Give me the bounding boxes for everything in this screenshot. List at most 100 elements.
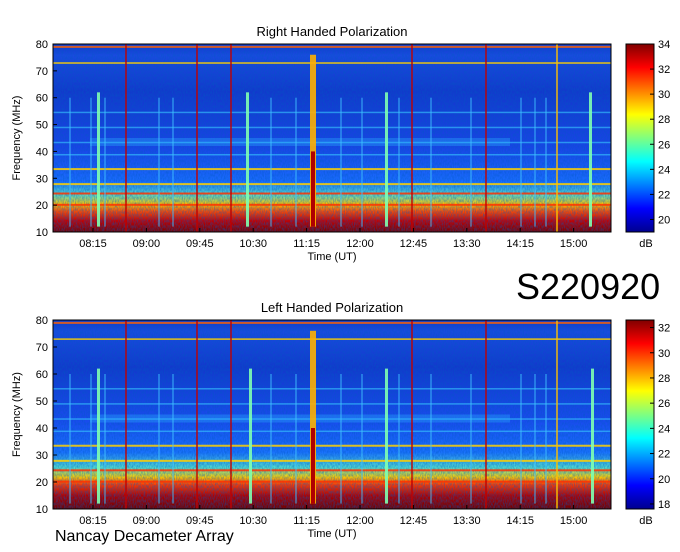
x-tick-label: 12:45 — [400, 515, 428, 527]
interference-band — [53, 183, 611, 186]
faint-burst — [69, 374, 71, 504]
event-code: S220920 — [516, 266, 661, 307]
y-tick-label: 20 — [36, 477, 48, 489]
x-tick-label: 13:30 — [453, 515, 481, 527]
colorbar-tick-label: 24 — [658, 423, 670, 435]
faint-burst — [340, 374, 342, 504]
diffuse-emission — [90, 138, 510, 146]
plot-frame — [52, 43, 612, 233]
colorbar-tick-label: 18 — [658, 499, 670, 511]
interference-band — [53, 459, 611, 462]
y-tick-label: 60 — [36, 369, 48, 381]
faint-burst — [534, 97, 536, 227]
colorbar-tick-label: 20 — [658, 474, 670, 486]
x-tick-label: 09:45 — [186, 515, 214, 527]
y-tick-label: 80 — [36, 39, 48, 51]
y-tick-label: 10 — [36, 504, 48, 516]
x-tick-label: 08:15 — [79, 515, 107, 527]
solar-burst — [385, 368, 388, 504]
interference-band — [53, 338, 611, 340]
faint-burst — [534, 374, 536, 504]
x-tick-label: 08:15 — [79, 238, 107, 250]
solar-burst — [246, 92, 249, 227]
y-axis-label: Frequency (MHz) — [11, 96, 23, 181]
colorbar-label: dB — [639, 238, 652, 250]
faint-burst — [295, 97, 297, 227]
interference-band — [53, 403, 611, 405]
observatory-credit: Nancay Decameter Array — [55, 528, 234, 545]
colorbar-tick-label: 28 — [658, 373, 670, 385]
y-tick-label: 30 — [36, 450, 48, 462]
solar-burst — [97, 92, 100, 227]
y-tick-label: 60 — [36, 93, 48, 105]
x-tick-label: 12:00 — [346, 238, 374, 250]
interference-band — [53, 469, 611, 472]
x-tick-label: 12:00 — [346, 515, 374, 527]
y-tick-label: 80 — [36, 315, 48, 327]
faint-burst — [470, 97, 472, 227]
interference-band — [53, 430, 611, 433]
faint-burst — [90, 374, 92, 504]
y-tick-label: 40 — [36, 423, 48, 435]
colorbar-tick-label: 32 — [658, 323, 670, 335]
faint-burst — [340, 97, 342, 227]
colorbar — [625, 43, 655, 233]
colorbar-tick-label: 22 — [658, 449, 670, 461]
interference-band — [53, 321, 611, 324]
solar-burst — [310, 54, 316, 227]
x-axis-label: Time (UT) — [307, 528, 356, 540]
interference-band — [53, 141, 611, 144]
x-tick-label: 10:30 — [239, 238, 267, 250]
interference-band — [53, 45, 611, 48]
faint-burst — [545, 374, 547, 504]
x-tick-label: 09:00 — [133, 515, 161, 527]
spectrogram-noise — [53, 44, 611, 232]
colorbar-tick-label: 26 — [658, 398, 670, 410]
y-axis-label: Frequency (MHz) — [11, 372, 23, 457]
faint-burst — [520, 374, 522, 504]
y-tick-label: 70 — [36, 342, 48, 354]
solar-burst — [385, 92, 388, 227]
colorbar-tick-label: 22 — [658, 189, 670, 201]
faint-burst — [104, 374, 106, 504]
y-tick-label: 20 — [36, 200, 48, 212]
y-tick-label: 50 — [36, 396, 48, 408]
interference-band — [53, 444, 611, 447]
interference-band — [53, 111, 611, 114]
interference-band — [53, 192, 611, 195]
y-tick-label: 40 — [36, 146, 48, 158]
x-tick-label: 09:45 — [186, 238, 214, 250]
colorbar-tick-label: 32 — [658, 64, 670, 76]
colorbar — [625, 319, 655, 510]
x-axis-label: Time (UT) — [307, 251, 356, 263]
interference-band — [53, 126, 611, 129]
faint-burst — [172, 97, 174, 227]
x-tick-label: 15:00 — [560, 515, 588, 527]
x-tick-label: 15:00 — [560, 238, 588, 250]
interference-band — [53, 203, 611, 206]
colorbar-tick-label: 28 — [658, 114, 670, 126]
faint-burst — [270, 97, 272, 227]
colorbar-tick-label: 26 — [658, 139, 670, 151]
x-tick-label: 11:15 — [293, 238, 320, 250]
y-tick-label: 50 — [36, 120, 48, 132]
faint-burst — [430, 374, 432, 504]
plot-title: Left Handed Polarization — [261, 300, 403, 315]
colorbar-tick-label: 20 — [658, 214, 670, 226]
x-tick-label: 14:15 — [506, 515, 534, 527]
colorbar-tick-label: 30 — [658, 348, 670, 360]
faint-burst — [158, 374, 160, 504]
solar-burst-core — [311, 428, 315, 504]
x-tick-label: 09:00 — [133, 238, 161, 250]
x-tick-label: 12:45 — [400, 238, 428, 250]
faint-burst — [295, 374, 297, 504]
interference-band — [53, 168, 611, 171]
y-tick-label: 30 — [36, 173, 48, 185]
faint-burst — [520, 97, 522, 227]
plot-frame — [52, 319, 612, 510]
colorbar-tick-label: 24 — [658, 164, 670, 176]
interference-band — [53, 62, 611, 64]
solar-burst — [591, 368, 594, 504]
faint-burst — [361, 374, 363, 504]
